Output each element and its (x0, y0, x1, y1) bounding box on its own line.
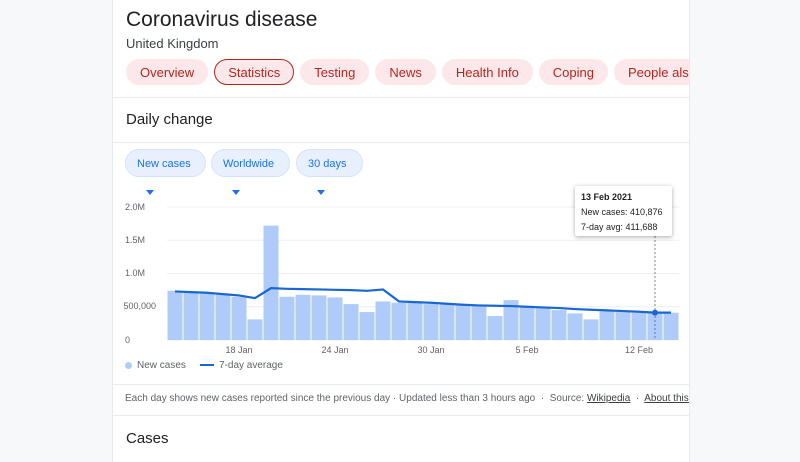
legend-line-icon (200, 364, 214, 367)
new-cases-bar[interactable] (535, 308, 551, 340)
y-tick-label: 0 (124, 335, 130, 345)
x-tick-label: 18 Jan (225, 345, 253, 355)
tab-bar: Overview Statistics Testing News Health Info… (126, 59, 689, 85)
legend-7-day-average: 7-day average (200, 360, 283, 371)
covid-card: Coronavirus disease United Kingdom Overv… (112, 0, 690, 462)
new-cases-bar[interactable] (663, 312, 679, 340)
new-cases-bar[interactable] (247, 319, 263, 340)
new-cases-bar[interactable] (391, 302, 407, 340)
wikipedia-link[interactable]: Wikipedia (586, 393, 631, 404)
new-cases-bar[interactable] (407, 302, 423, 340)
legend-dot-icon (125, 361, 132, 369)
new-cases-bar[interactable] (615, 312, 631, 340)
legend-label: New cases (137, 360, 186, 371)
tab-health-info[interactable]: Health Info (441, 59, 533, 85)
chart-tooltip: 13 Feb 2021 New cases: 410,876 7-day avg… (575, 186, 672, 236)
new-cases-bar[interactable] (599, 311, 615, 340)
tab-testing[interactable]: Testing (300, 59, 370, 85)
left-margin (0, 0, 112, 462)
new-cases-bar[interactable] (215, 293, 231, 340)
new-cases-bar[interactable] (231, 296, 247, 340)
y-tick-label: 1.5M (124, 235, 145, 245)
metric-dropdown[interactable]: New cases (125, 149, 206, 195)
about-data-link[interactable]: About this data (644, 393, 689, 404)
tooltip-date: 13 Feb 2021 (581, 192, 633, 202)
x-tick-label: 24 Jan (321, 345, 349, 355)
hover-point (652, 309, 658, 316)
tab-coping[interactable]: Coping (538, 59, 608, 85)
range-dropdown-label: 30 days (308, 158, 347, 170)
chart-footnote: Each day shows new cases reported since … (125, 393, 689, 404)
y-tick-label: 2.0M (124, 202, 145, 212)
tab-people-also-search[interactable]: People also search fo (614, 59, 689, 85)
right-margin (688, 0, 800, 462)
tooltip-avg: 7-day avg: 411,688 (581, 222, 658, 232)
divider (113, 142, 689, 143)
new-cases-bar[interactable] (311, 295, 327, 340)
region-dropdown-label: Worldwide (223, 158, 275, 170)
new-cases-bar[interactable] (439, 304, 455, 340)
x-tick-label: 5 Feb (515, 345, 539, 355)
cases-heading: Cases (126, 430, 169, 447)
new-cases-bar[interactable] (583, 319, 599, 340)
new-cases-bar[interactable] (551, 310, 567, 340)
new-cases-bar[interactable] (359, 312, 375, 340)
page-title: Coronavirus disease (126, 8, 318, 31)
new-cases-bar[interactable] (343, 304, 359, 340)
legend-new-cases: New cases (125, 360, 186, 371)
legend-label: 7-day average (219, 360, 283, 371)
x-tick-label: 30 Jan (417, 345, 445, 355)
chevron-down-icon (317, 189, 325, 195)
daily-change-heading: Daily change (126, 111, 213, 128)
new-cases-bar[interactable] (567, 313, 583, 340)
new-cases-bar[interactable] (487, 316, 503, 340)
metric-dropdown-label: New cases (137, 158, 191, 170)
new-cases-bar[interactable] (327, 297, 343, 340)
separator: · (540, 393, 545, 404)
range-dropdown[interactable]: 30 days (296, 149, 363, 195)
daily-change-chart[interactable] (113, 180, 689, 370)
divider (113, 384, 689, 385)
new-cases-bar[interactable] (183, 291, 199, 340)
new-cases-bar[interactable] (647, 312, 663, 340)
source-label: Source: (549, 393, 585, 404)
tab-overview[interactable]: Overview (126, 59, 209, 85)
new-cases-bar[interactable] (455, 304, 471, 340)
new-cases-bar[interactable] (375, 301, 391, 340)
page-subtitle: United Kingdom (126, 36, 219, 51)
new-cases-bar[interactable] (263, 225, 279, 340)
region-dropdown[interactable]: Worldwide (211, 149, 290, 195)
new-cases-bar[interactable] (423, 304, 439, 340)
y-tick-label: 1.0M (124, 268, 145, 278)
footnote-text: Each day shows new cases reported since … (125, 393, 536, 404)
separator: · (635, 393, 640, 404)
chevron-down-icon (232, 189, 240, 195)
x-tick-label: 12 Feb (624, 345, 654, 355)
seven-day-average-line (174, 287, 671, 314)
chevron-down-icon (146, 189, 154, 195)
y-tick-label: 500,000 (123, 301, 156, 311)
new-cases-bar[interactable] (295, 294, 311, 340)
new-cases-bar[interactable] (503, 300, 519, 340)
tooltip-new-cases: New cases: 410,876 (581, 207, 663, 217)
new-cases-bar[interactable] (471, 304, 487, 340)
new-cases-bar[interactable] (279, 296, 295, 340)
divider (113, 415, 689, 416)
new-cases-bar[interactable] (519, 307, 535, 340)
tab-statistics[interactable]: Statistics (214, 59, 295, 85)
divider (113, 97, 689, 98)
new-cases-bar[interactable] (199, 292, 215, 340)
new-cases-bar[interactable] (631, 312, 647, 340)
new-cases-bar[interactable] (167, 290, 183, 340)
tab-news[interactable]: News (375, 59, 436, 85)
